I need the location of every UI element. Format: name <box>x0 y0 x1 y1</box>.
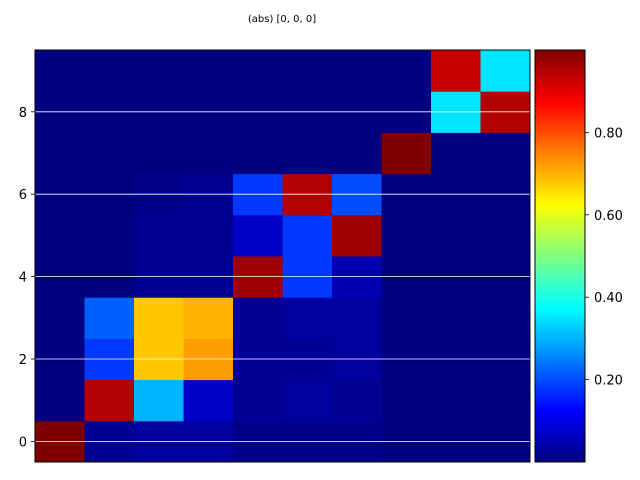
heatmap-cell <box>282 50 333 92</box>
colorbar-tick-label: 0.60 <box>594 209 623 224</box>
heatmap-cell <box>332 214 382 257</box>
y-axis: 0 2 4 6 8 <box>19 106 35 450</box>
heatmap-cell <box>183 50 234 92</box>
colorbar-tick-label: 0.20 <box>594 374 623 389</box>
y-tick-label: 4 <box>19 271 27 286</box>
colorbar <box>534 49 586 463</box>
y-tick-label: 6 <box>19 188 27 203</box>
colorbar-tick-label: 0.80 <box>594 126 623 141</box>
heatmap-cell <box>332 132 382 175</box>
heatmap-cell <box>381 50 432 92</box>
heatmap-cell <box>480 379 531 422</box>
y-tick-label: 2 <box>19 353 27 368</box>
heatmap-cell <box>84 132 135 175</box>
heatmap-cell <box>480 132 531 175</box>
plot-frame <box>34 49 531 463</box>
heatmap-cell <box>35 214 85 257</box>
heatmap-cell <box>282 297 333 339</box>
heatmap-cell <box>84 379 135 422</box>
heatmap-cell <box>480 214 531 257</box>
heatmap-cell <box>134 297 184 339</box>
heatmap-cell <box>233 379 283 422</box>
heatmap-cell <box>381 379 432 422</box>
heatmap-cell <box>183 297 234 339</box>
heatmap-cell <box>233 50 283 92</box>
heatmap-cell <box>84 214 135 257</box>
y-tick-label: 0 <box>19 435 27 450</box>
heatmap-cell <box>332 50 382 92</box>
heatmap-cell <box>332 297 382 339</box>
heatmap-cell <box>84 297 135 339</box>
heatmap-cell <box>35 132 85 175</box>
heatmap-cell <box>134 50 184 92</box>
heatmap-cell <box>282 214 333 257</box>
heatmap-cell <box>134 214 184 257</box>
heatmap-cell <box>332 379 382 422</box>
heatmap-cell <box>381 214 432 257</box>
heatmap-cell <box>431 297 481 339</box>
heatmap-cell <box>431 50 481 92</box>
heatmap-cell <box>282 132 333 175</box>
heatmap-cell <box>233 214 283 257</box>
heatmap-cell <box>84 50 135 92</box>
chart-title: (abs) [0, 0, 0] <box>248 14 316 25</box>
colorbar-tick-label: 0.40 <box>594 291 623 306</box>
heatmap-cell <box>183 214 234 257</box>
heatmap-cell <box>183 132 234 175</box>
heatmap-cell <box>233 297 283 339</box>
heatmap-cell <box>381 132 432 175</box>
colorbar-axis: 0.20 0.40 0.60 0.80 <box>585 126 623 389</box>
heatmap-cell <box>480 50 531 92</box>
heatmap-cell <box>35 379 85 422</box>
y-tick-label: 8 <box>19 106 27 121</box>
heatmap-cell <box>35 50 85 92</box>
heatmap-cell <box>35 297 85 339</box>
heatmap-cell <box>183 379 234 422</box>
heatmap-cell <box>233 132 283 175</box>
heatmap-cell <box>134 379 184 422</box>
heatmap-cell <box>282 379 333 422</box>
heatmap-cell <box>480 297 531 339</box>
heatmap-cell <box>431 132 481 175</box>
grid-lines <box>35 111 530 442</box>
heatmap-cell <box>381 297 432 339</box>
heatmap-cell <box>431 214 481 257</box>
heatmap-cell <box>431 379 481 422</box>
heatmap-cell <box>134 132 184 175</box>
